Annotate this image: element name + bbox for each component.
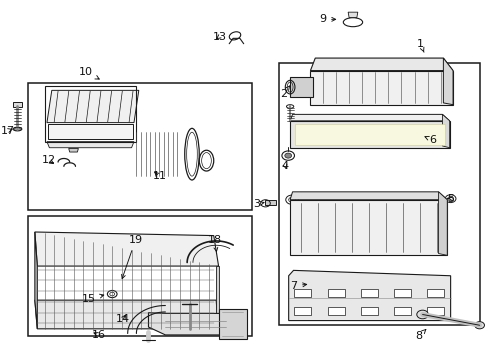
Bar bbox=[294, 307, 312, 315]
Polygon shape bbox=[290, 200, 447, 255]
Text: 18: 18 bbox=[208, 235, 222, 252]
Text: 15: 15 bbox=[82, 294, 104, 304]
Bar bbox=[27, 83, 252, 211]
Text: 7: 7 bbox=[290, 281, 307, 291]
Text: 10: 10 bbox=[78, 67, 99, 79]
Polygon shape bbox=[148, 313, 228, 335]
Text: 3: 3 bbox=[253, 199, 264, 210]
Bar bbox=[328, 289, 344, 297]
Text: 13: 13 bbox=[213, 32, 226, 41]
Bar bbox=[27, 216, 252, 336]
Polygon shape bbox=[219, 309, 246, 338]
Polygon shape bbox=[35, 232, 219, 266]
Polygon shape bbox=[311, 58, 453, 71]
Polygon shape bbox=[290, 192, 447, 200]
Bar bbox=[294, 289, 312, 297]
Bar bbox=[394, 289, 411, 297]
Polygon shape bbox=[290, 77, 313, 97]
Polygon shape bbox=[216, 266, 219, 329]
Polygon shape bbox=[295, 124, 445, 145]
Polygon shape bbox=[69, 148, 78, 152]
Polygon shape bbox=[443, 58, 453, 105]
Bar bbox=[427, 307, 444, 315]
Polygon shape bbox=[35, 300, 219, 329]
Bar bbox=[279, 63, 480, 325]
Text: 9: 9 bbox=[319, 14, 336, 24]
Polygon shape bbox=[348, 12, 358, 18]
Text: 12: 12 bbox=[41, 155, 55, 165]
Text: 5: 5 bbox=[447, 194, 454, 204]
Text: 16: 16 bbox=[92, 330, 106, 340]
Polygon shape bbox=[290, 121, 450, 148]
Text: 8: 8 bbox=[416, 329, 426, 341]
Polygon shape bbox=[442, 114, 450, 148]
Bar bbox=[361, 289, 378, 297]
Text: 6: 6 bbox=[425, 135, 436, 145]
Polygon shape bbox=[13, 102, 23, 107]
Bar bbox=[48, 124, 132, 139]
Bar bbox=[427, 289, 444, 297]
Bar bbox=[361, 307, 378, 315]
Text: 17: 17 bbox=[1, 126, 15, 135]
Bar bbox=[394, 307, 411, 315]
Polygon shape bbox=[47, 141, 134, 148]
Polygon shape bbox=[266, 200, 276, 205]
Polygon shape bbox=[439, 192, 447, 255]
Polygon shape bbox=[35, 232, 37, 329]
Polygon shape bbox=[311, 71, 453, 105]
Polygon shape bbox=[289, 270, 451, 320]
Bar bbox=[328, 307, 344, 315]
Circle shape bbox=[417, 310, 428, 319]
Polygon shape bbox=[47, 90, 139, 123]
Polygon shape bbox=[290, 114, 450, 121]
Circle shape bbox=[475, 321, 485, 329]
Text: 2: 2 bbox=[280, 86, 290, 99]
Text: 1: 1 bbox=[417, 40, 424, 52]
Text: 14: 14 bbox=[116, 314, 130, 324]
Text: 4: 4 bbox=[282, 161, 289, 171]
Text: 19: 19 bbox=[122, 235, 143, 279]
Circle shape bbox=[285, 153, 292, 158]
Text: 11: 11 bbox=[152, 171, 167, 181]
